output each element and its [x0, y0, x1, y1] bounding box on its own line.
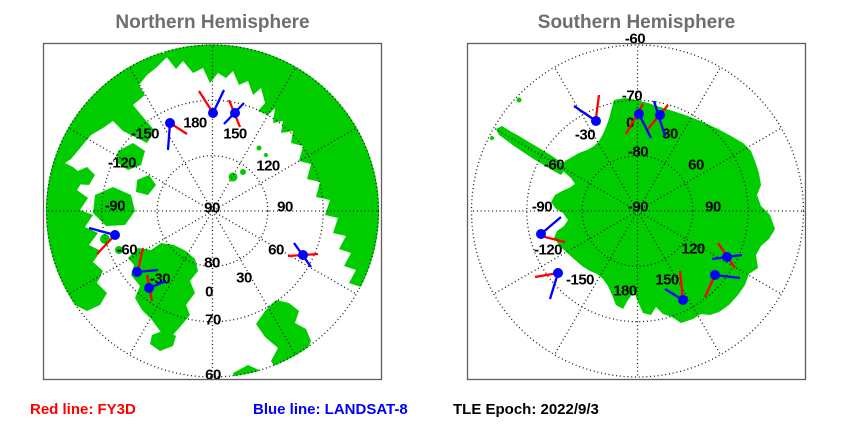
sh-graticule	[470, 44, 805, 378]
coordinate-label: -150	[566, 272, 594, 289]
landmass-alaska	[46, 51, 167, 168]
coordinate-label: 90	[705, 199, 721, 216]
coordinate-label: 180	[183, 115, 207, 132]
satellite-position-dot	[132, 267, 142, 277]
southern-hemisphere-map: -60 -70 0 -30 30 -80 -60 60 -90 -90 90 -120 120 -150 1…	[466, 31, 807, 381]
coordinate-label: 150	[655, 272, 679, 289]
latitude-circle	[45, 44, 380, 378]
landmass-arctic-island	[73, 167, 95, 185]
coordinate-label: -30	[150, 271, 170, 288]
nh-landmasses	[46, 44, 379, 378]
coordinate-label: 70	[205, 312, 221, 329]
satellite-position-dot	[144, 283, 154, 293]
landmass-arctic-island	[93, 187, 135, 226]
nh-satellite-markers	[88, 89, 319, 302]
landmass-franz-josef	[256, 145, 262, 151]
satellite-position-dot	[298, 250, 308, 260]
coordinate-label: -60	[544, 157, 564, 174]
landmass-island	[490, 136, 494, 140]
fy3d-track-line	[136, 247, 145, 271]
landmass-antarctica	[551, 98, 775, 323]
coordinate-label: 30	[236, 270, 252, 287]
coordinate-label: -120	[108, 155, 136, 172]
legend-red-line-fy3d: Red line: FY3D	[30, 401, 136, 418]
latitude-circle	[581, 155, 694, 267]
coordinate-label: 80	[204, 255, 220, 272]
coordinate-label: -60	[117, 242, 137, 259]
landmass-iceland	[150, 330, 176, 351]
latitude-circle	[470, 44, 805, 378]
coordinate-label: 60	[688, 157, 704, 174]
coordinate-label: -70	[622, 88, 642, 105]
landmass-greenland	[128, 243, 198, 338]
coordinate-label: 60	[205, 367, 221, 384]
fy3d-track-line	[594, 94, 601, 119]
landmass-scandinavia	[256, 300, 313, 378]
coordinate-label: 90	[204, 200, 220, 217]
latitude-circle	[156, 155, 269, 267]
meridian-line	[211, 210, 297, 356]
coordinate-label: 150	[223, 126, 247, 143]
satellite-position-dot	[536, 229, 546, 239]
coordinate-label: -60	[625, 31, 645, 48]
sh-satellite-markers	[534, 94, 743, 305]
satellite-position-dot	[722, 252, 732, 262]
northern-hemisphere-title: Northern Hemisphere	[115, 12, 310, 33]
coordinate-label: 90	[277, 199, 293, 216]
coordinate-label: -30	[575, 127, 595, 144]
landmass-arctic-island	[115, 246, 123, 254]
coordinate-label: -90	[532, 199, 552, 216]
legend-tle-epoch: TLE Epoch: 2022/9/3	[453, 401, 599, 418]
coordinate-label: -80	[628, 144, 648, 161]
legend-blue-line-landsat8: Blue line: LANDSAT-8	[253, 401, 408, 418]
satellite-position-dot	[110, 230, 120, 240]
coordinate-label: 120	[256, 158, 280, 175]
satellite-position-dot	[634, 109, 644, 119]
fy3d-track-line	[624, 103, 645, 135]
coordinate-label: 30	[662, 126, 678, 143]
landmass-svalbard	[228, 172, 238, 182]
satellite-position-dot	[591, 116, 601, 126]
satellite-position-dot	[710, 270, 720, 280]
coordinate-label: -120	[534, 242, 562, 259]
landmass-svalbard	[240, 169, 246, 175]
nh-graticule	[45, 44, 380, 378]
coordinate-label: -90	[628, 199, 648, 216]
coordinate-label: 180	[613, 283, 637, 300]
landmass-arctic-island	[136, 175, 156, 195]
satellite-position-dot	[230, 108, 240, 118]
coordinate-label: 60	[268, 242, 284, 259]
northern-hemisphere-map: -150 180 150 -120 120 -90 90 90 -60 60 -30 30 80 0 70 6…	[42, 42, 383, 384]
landmass-island	[516, 97, 522, 103]
satellite-position-dot	[208, 108, 218, 118]
landmass-canada	[46, 159, 107, 311]
nh-map-frame	[42, 42, 383, 381]
satellite-position-dot	[165, 118, 175, 128]
coordinate-label: 0	[205, 284, 213, 301]
coordinate-label: 120	[681, 241, 705, 258]
satellite-position-dot	[678, 295, 688, 305]
southern-hemisphere-title: Southern Hemisphere	[537, 12, 736, 33]
coordinate-label: -90	[105, 198, 125, 215]
coordinate-label: 0	[626, 115, 634, 132]
satellite-position-dot	[655, 110, 665, 120]
coordinate-label: -150	[131, 126, 159, 143]
landmass-arctic-island	[116, 143, 145, 170]
sh-map-frame	[466, 42, 807, 381]
landmass-franz-josef	[264, 153, 268, 157]
meridian-line	[212, 210, 357, 295]
satellite-position-dot	[553, 268, 563, 278]
